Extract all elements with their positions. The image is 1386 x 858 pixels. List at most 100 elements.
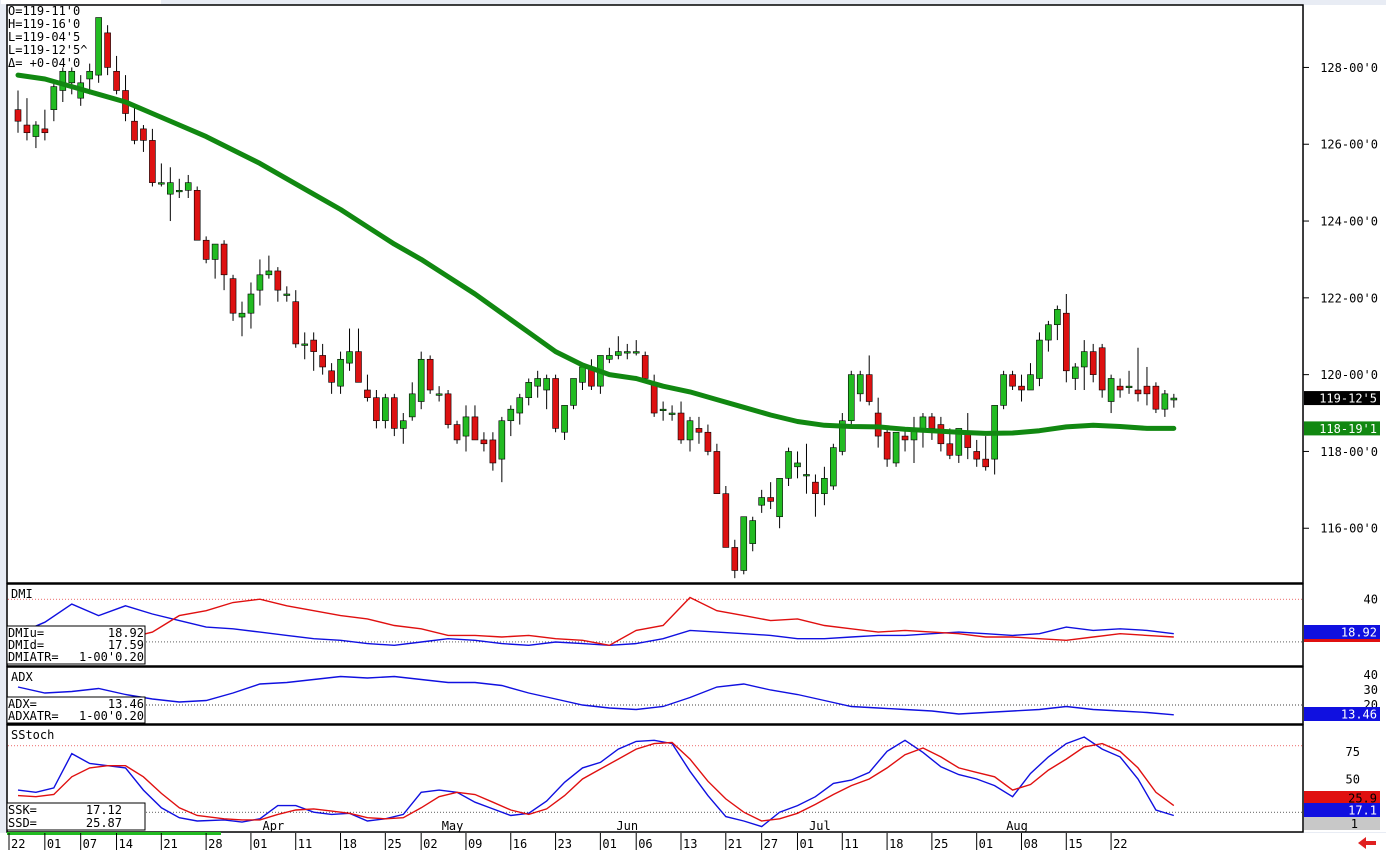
dmi-readout-box xyxy=(6,625,146,665)
candle-body xyxy=(830,447,837,487)
date-tick-label: 01 xyxy=(253,837,267,851)
candle-body xyxy=(238,312,246,318)
candle-body xyxy=(346,351,353,364)
adx-title: ADX xyxy=(11,670,33,684)
ohlc-change: Δ= +0-04'0 xyxy=(8,56,80,70)
candle-body xyxy=(812,481,819,494)
candle-body xyxy=(1134,389,1142,395)
dmi-tick-label: 40 xyxy=(1364,593,1378,607)
candle-body xyxy=(803,474,810,477)
date-tick-label: 01 xyxy=(602,837,616,851)
date-tick-label: 07 xyxy=(83,837,97,851)
candle-body xyxy=(1027,374,1034,391)
candle-body xyxy=(776,478,783,518)
candle-body xyxy=(1063,312,1070,372)
candle-body xyxy=(391,397,398,429)
candle-body xyxy=(462,416,470,437)
candle-body xyxy=(113,70,120,91)
ohlc-open: O=119-11'0 xyxy=(8,4,80,18)
date-tick-label: 25 xyxy=(387,837,401,851)
dmi-value-label: 18.92 xyxy=(1341,626,1377,640)
date-tick-label: 11 xyxy=(298,837,312,851)
candle-body xyxy=(364,389,371,398)
candle-body xyxy=(525,382,533,398)
date-tick-label: 23 xyxy=(558,837,572,851)
candle-body xyxy=(229,278,237,314)
last-price-label-bg xyxy=(1304,391,1380,406)
candle-body xyxy=(794,462,801,468)
adx-readout-box xyxy=(6,696,146,724)
candle-body xyxy=(686,420,694,441)
candle-body xyxy=(865,374,873,402)
price-panel xyxy=(6,4,1304,584)
candle-body xyxy=(1071,366,1079,379)
candle-body xyxy=(104,32,111,68)
scroll-left-arrow-icon[interactable] xyxy=(1358,837,1376,849)
stoch-readout: SSK= 17.12 SSD= 25.87 xyxy=(6,802,146,831)
candle-body xyxy=(1143,385,1151,395)
candle-body xyxy=(131,120,138,141)
ohlc-high: H=119-16'0 xyxy=(8,17,80,31)
ssk-value-label-bg xyxy=(1304,803,1380,817)
dmiu-label: DMIu= xyxy=(8,626,44,640)
candle-body xyxy=(50,86,58,110)
candle-body xyxy=(1018,385,1025,391)
dmid-value: 17.59 xyxy=(108,638,144,652)
stoch-bottom-flag-bg xyxy=(1304,817,1380,830)
candle-body xyxy=(328,370,335,383)
candle-body xyxy=(1098,347,1106,391)
candle-body xyxy=(677,412,685,441)
candle-body xyxy=(1116,385,1124,391)
candle-body xyxy=(955,428,963,456)
adx-value-label-bg xyxy=(1304,707,1380,721)
candle-body xyxy=(86,70,93,80)
candle-body xyxy=(158,182,165,185)
candle-body xyxy=(382,397,389,422)
candle-body xyxy=(561,405,568,433)
ohlc-low: L=119-04'5 xyxy=(8,30,80,44)
adxatr-value: 1-00'0.20 xyxy=(79,709,144,723)
candle-body xyxy=(704,431,712,452)
ssk-value-label: 17.1 xyxy=(1348,804,1377,818)
stoch-panel xyxy=(6,724,1304,833)
ssd-label: SSD= xyxy=(8,816,37,830)
candle-body xyxy=(982,458,989,468)
stoch-tick-label: 75 xyxy=(1346,745,1360,759)
candle-body xyxy=(641,355,649,379)
date-tick-label: 13 xyxy=(683,837,697,851)
dmiatr-label: DMIATR= xyxy=(8,650,59,664)
candle-body xyxy=(659,408,667,412)
month-label: Aug xyxy=(1006,819,1028,833)
dmi-readout: DMIu= 18.92 DMId= 17.59 DMIATR= 1-00'0.2… xyxy=(6,625,146,665)
candle-body xyxy=(167,182,174,195)
candle-body xyxy=(552,378,559,429)
candle-body xyxy=(32,124,40,137)
candle-body xyxy=(247,293,255,314)
timeline-scrollbar[interactable] xyxy=(7,832,221,835)
candle-body xyxy=(68,70,76,84)
candle-body xyxy=(650,382,658,414)
candle-body xyxy=(256,274,264,291)
candle-body xyxy=(14,109,22,122)
dmid-label: DMId= xyxy=(8,638,44,652)
date-tick-label: 01 xyxy=(47,837,61,851)
date-tick-label: 25 xyxy=(934,837,948,851)
candle-body xyxy=(355,351,362,383)
adx-label: ADX= xyxy=(8,697,37,711)
top-strip xyxy=(1,0,161,4)
candle-body xyxy=(543,378,550,391)
date-tick-label: 01 xyxy=(799,837,813,851)
dmi-dmiu-line xyxy=(17,603,1174,647)
candle-body xyxy=(731,547,739,571)
candle-body xyxy=(946,443,954,456)
time-axis xyxy=(0,833,1386,858)
adx-value-label: 13.46 xyxy=(1341,708,1377,722)
candle-body xyxy=(1152,385,1160,410)
candle-body xyxy=(668,412,676,415)
candle-body xyxy=(1009,374,1016,387)
candle-body xyxy=(373,397,380,422)
date-tick-label: 21 xyxy=(163,837,177,851)
candle-body xyxy=(883,431,891,460)
ssk-label: SSK= xyxy=(8,803,37,817)
